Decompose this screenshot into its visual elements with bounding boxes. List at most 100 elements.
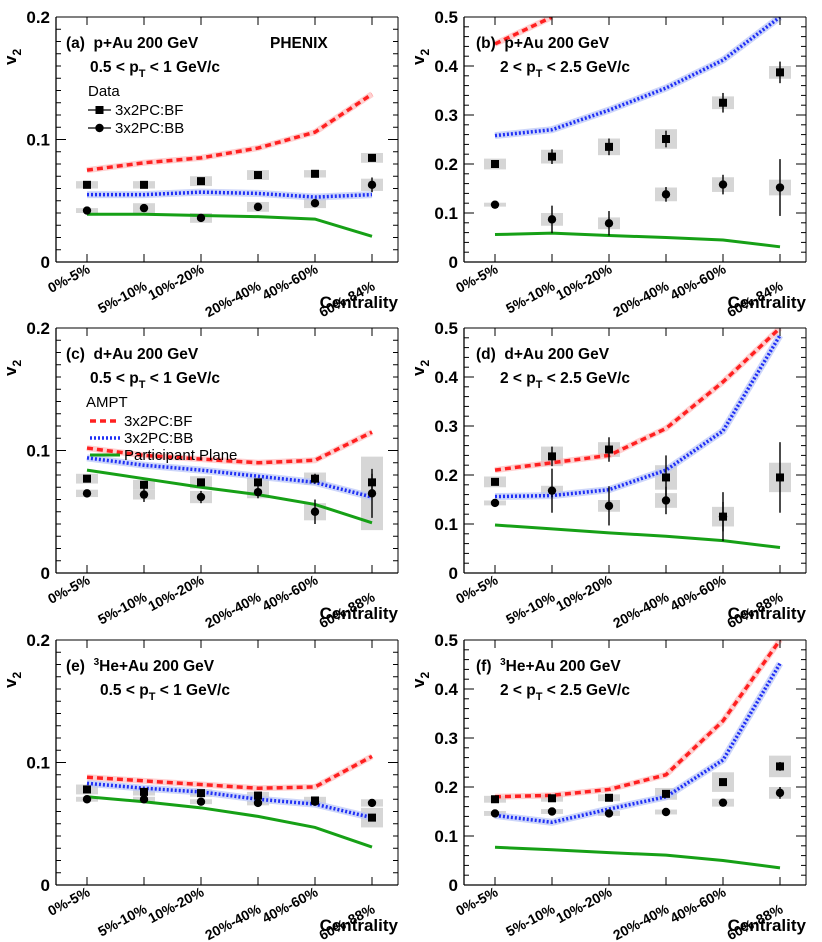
panel-d-points-layer bbox=[490, 437, 784, 542]
panel-e-ampt-pp-line bbox=[86, 795, 373, 849]
panel-c-title: (c) d+Au 200 GeV bbox=[66, 346, 199, 363]
panel-f-bf-point-4 bbox=[719, 778, 727, 787]
panel-c-xtick-label-2: 10%-20% bbox=[145, 571, 207, 614]
panel-e-bf-point-2 bbox=[197, 789, 205, 798]
panel-c-bf-point-2 bbox=[197, 478, 205, 487]
panel-f-ytick-label-2: 0.2 bbox=[434, 778, 458, 797]
panel-b-x-axis-title: Centrality bbox=[728, 293, 807, 312]
panel-b-ampt-pp-line bbox=[494, 231, 781, 249]
panel-a-ampt-pp-line bbox=[87, 212, 373, 238]
panel-d-bb-point-3 bbox=[661, 496, 671, 505]
panel-f-ampt-bb-line bbox=[494, 662, 782, 825]
panel-d-bf-point-5 bbox=[776, 473, 784, 482]
panel-a-bb-point-0 bbox=[82, 206, 92, 215]
panel-f-ampt-pp-line bbox=[494, 845, 781, 870]
panel-c-bb-point-3 bbox=[253, 487, 263, 497]
panel-c-curves-layer bbox=[86, 429, 374, 525]
panel-b-bb-point-0 bbox=[490, 200, 500, 209]
panel-e-ampt-bb-band bbox=[86, 779, 373, 822]
panel-f-y-axis-title: v2 bbox=[409, 672, 432, 688]
legend-ampt-bf: 3x2PC:BF bbox=[124, 413, 192, 430]
panel-d-ytick-label-5: 0.5 bbox=[434, 319, 458, 338]
panel-e-bb-point-0 bbox=[82, 795, 92, 804]
panel-d-bf-point-1 bbox=[548, 452, 556, 461]
panel-f-sys-layer bbox=[484, 755, 791, 816]
panel-b: 0 0.1 0.2 0.3 0.4 0.5 0%-5% 5%-10%10%-20%20%-40… bbox=[409, 8, 807, 320]
legend-data-bb: 3x2PC:BB bbox=[115, 120, 184, 137]
panel-a-title: (a) p+Au 200 GeV bbox=[66, 35, 199, 52]
panel-e-xtick-label-3: 20%-40% bbox=[202, 900, 264, 942]
panel-d-bb-point-4 bbox=[718, 512, 728, 521]
panel-f-xtick-label-1: 5%-10% bbox=[503, 900, 558, 939]
panel-b-ampt-bf-line bbox=[494, 17, 553, 46]
panel-d-bb-point-2 bbox=[604, 501, 614, 511]
panel-d-ytick-label-0: 0 bbox=[449, 564, 458, 583]
panel-c-bf-point-1 bbox=[140, 480, 148, 489]
panel-d-curves-layer bbox=[494, 328, 784, 550]
panel-f-ytick-label-1: 0.1 bbox=[434, 827, 458, 846]
panel-f-xtick-label-0: 0%-5% bbox=[453, 883, 501, 919]
panel-b-ytick-label-1: 0.1 bbox=[434, 204, 458, 223]
panel-a-ampt-bb-line bbox=[87, 190, 373, 199]
panel-a-bf-point-1 bbox=[140, 180, 148, 189]
panel-b-bf-point-3 bbox=[662, 135, 670, 144]
panel-f-bb-point-2 bbox=[604, 809, 614, 818]
panel-e-bf-point-5 bbox=[368, 813, 376, 822]
panel-d-bb-point-0 bbox=[490, 498, 500, 508]
panel-f-x-axis-title: Centrality bbox=[728, 916, 807, 935]
panel-e-bb-point-4 bbox=[310, 797, 320, 806]
panel-a-ytick-label-0: 0 bbox=[41, 253, 50, 272]
panel-e-bb-point-1 bbox=[139, 795, 149, 804]
panel-a-points-layer bbox=[82, 153, 377, 223]
data-legend: Data 3x2PC:BF 3x2PC:BB bbox=[88, 83, 184, 137]
panel-e-bb-point-5 bbox=[367, 798, 377, 808]
panel-a-ytick-label-2: 0.2 bbox=[26, 8, 50, 27]
panel-b-ytick-label-3: 0.3 bbox=[434, 106, 458, 125]
panel-b-bf-point-1 bbox=[548, 152, 556, 161]
panel-b-xtick-label-0: 0%-5% bbox=[453, 260, 501, 296]
panel-a-x-axis-title: Centrality bbox=[320, 293, 399, 312]
panel-e-title: (e) 3He+Au 200 GeV bbox=[66, 657, 215, 675]
panel-b-bb-point-4 bbox=[718, 180, 728, 189]
panel-c-ampt-bb-band bbox=[86, 454, 373, 501]
panel-f-title: (f) 3He+Au 200 GeV bbox=[476, 657, 621, 675]
panel-a-bf-point-4 bbox=[311, 169, 319, 178]
panel-d-bf-point-3 bbox=[662, 473, 670, 482]
panel-c-bf-point-3 bbox=[254, 478, 262, 487]
legend-ampt-pp: Participant Plane bbox=[124, 447, 237, 464]
panel-b-bb-point-3 bbox=[661, 190, 671, 199]
panel-f-bb-point-4 bbox=[718, 798, 728, 807]
panel-c: 00.10.20%-5% 5%-10%10%-20%20%-40%40%-60%6… bbox=[1, 319, 399, 631]
panel-d-xtick-label-3: 20%-40% bbox=[610, 588, 672, 631]
panel-d-ampt-bf-line bbox=[494, 328, 782, 472]
panel-e-xtick-label-0: 0%-5% bbox=[45, 883, 93, 919]
panel-c-bb-point-0 bbox=[82, 489, 92, 498]
panel-b-points-layer bbox=[490, 61, 785, 236]
panel-c-bf-point-4 bbox=[311, 474, 319, 483]
panel-b-bb-point-2 bbox=[604, 219, 614, 228]
panel-a-bb-point-1 bbox=[139, 203, 149, 213]
panel-a-xtick-label-3: 20%-40% bbox=[202, 277, 264, 320]
panel-e-ampt-bf-line bbox=[86, 754, 373, 790]
panel-b-bb-point-1 bbox=[547, 215, 557, 224]
panel-f: 0 0.1 0.2 0.3 0.4 0.5 0%-5% 5%-10%10%-20%20%-40… bbox=[409, 631, 807, 942]
panel-f-bb-point-5 bbox=[775, 788, 785, 798]
panel-c-subtitle: 0.5 < pT < 1 GeV/c bbox=[90, 370, 220, 391]
panel-e: 00.10.20%-5% 5%-10%10%-20%20%-40%40%-60%6… bbox=[1, 631, 399, 942]
panel-b-bf-point-5 bbox=[776, 68, 784, 77]
legend-ampt-header: AMPT bbox=[86, 394, 128, 411]
panel-e-xtick-label-4: 40%-60% bbox=[259, 883, 321, 926]
panel-f-points-layer bbox=[490, 762, 785, 818]
panel-d-bf-point-2 bbox=[605, 445, 613, 454]
legend-data-bf: 3x2PC:BF bbox=[115, 102, 183, 119]
panel-f-bb-point-1 bbox=[547, 807, 557, 816]
panel-f-xtick-label-4: 40%-60% bbox=[667, 883, 729, 926]
panel-f-xtick-label-2: 10%-20% bbox=[553, 883, 615, 926]
panel-c-sys-layer bbox=[76, 456, 383, 531]
panel-b-bf-point-4 bbox=[719, 98, 727, 107]
panel-e-ytick-label-0: 0 bbox=[41, 876, 50, 895]
legend-circle-marker bbox=[95, 123, 104, 133]
panel-f-xtick-label-3: 20%-40% bbox=[610, 900, 672, 942]
panel-d-bf-point-0 bbox=[491, 477, 499, 486]
